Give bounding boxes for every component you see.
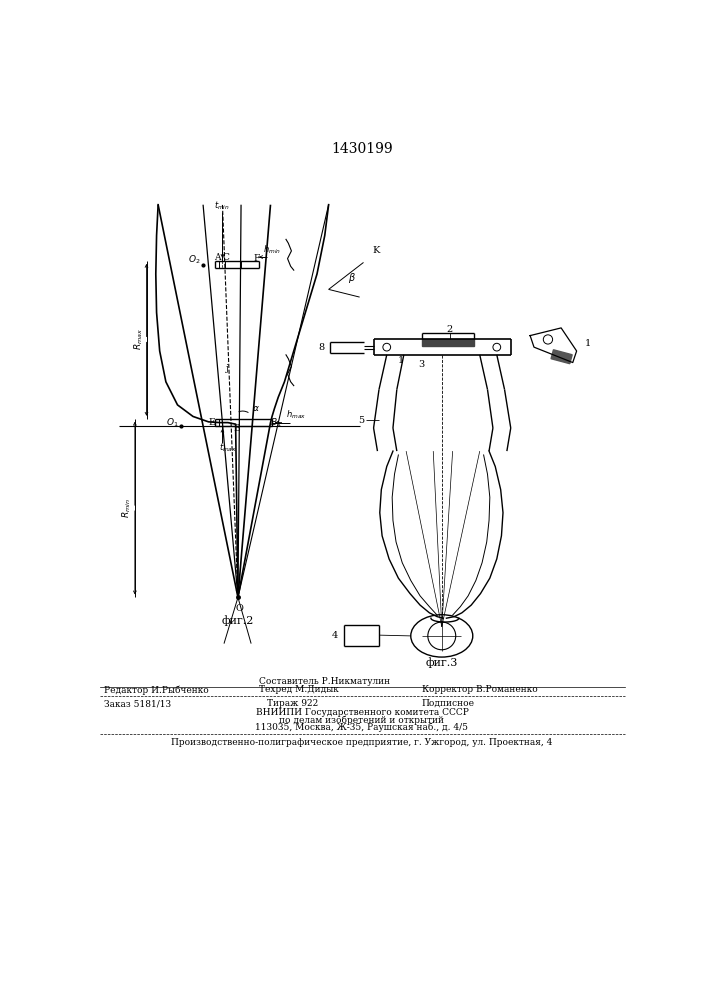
Text: 1430199: 1430199 bbox=[331, 142, 393, 156]
Text: O: O bbox=[235, 604, 243, 613]
Text: $t_{max}$: $t_{max}$ bbox=[218, 441, 237, 454]
Text: Корректор В.Романенко: Корректор В.Романенко bbox=[421, 685, 537, 694]
Text: A: A bbox=[214, 253, 221, 262]
Text: 4: 4 bbox=[332, 631, 338, 640]
Text: фиг.2: фиг.2 bbox=[222, 615, 254, 626]
Text: E: E bbox=[208, 418, 215, 427]
Text: $B_1$: $B_1$ bbox=[271, 416, 282, 429]
Text: Техред М.Дидык: Техред М.Дидык bbox=[259, 685, 339, 694]
Text: $R_{min}$: $R_{min}$ bbox=[121, 498, 134, 518]
Text: j: j bbox=[226, 364, 228, 373]
Text: $O_2$: $O_2$ bbox=[188, 254, 201, 266]
Bar bbox=[88, 678, 636, 890]
Text: F: F bbox=[253, 254, 260, 263]
Text: $O_1$: $O_1$ bbox=[166, 416, 179, 429]
Text: Подписное: Подписное bbox=[421, 699, 474, 708]
Text: Редактор И.Рыбченко: Редактор И.Рыбченко bbox=[104, 685, 209, 695]
Text: 5: 5 bbox=[358, 416, 364, 425]
Text: Составитель Р.Никматулин: Составитель Р.Никматулин bbox=[104, 690, 226, 698]
Text: K: K bbox=[373, 246, 380, 255]
Text: 8: 8 bbox=[319, 343, 325, 352]
Text: Редактор И.Рыбченко: Редактор И.Рыбченко bbox=[104, 697, 201, 705]
Text: Производственно-полиграфическое предприятие, г. Ужгород, ул. Проектная, 4: Производственно-полиграфическое предприя… bbox=[171, 738, 553, 747]
Text: $R_{max}$: $R_{max}$ bbox=[132, 328, 145, 350]
Text: Тираж 922: Тираж 922 bbox=[267, 699, 318, 708]
Text: 113035, Москва, Ж-35, Раушская наб., д. 4/5: 113035, Москва, Ж-35, Раушская наб., д. … bbox=[255, 723, 469, 732]
Text: B: B bbox=[234, 424, 240, 433]
Bar bbox=[551, 350, 572, 364]
Text: $\alpha$: $\alpha$ bbox=[252, 404, 259, 413]
Text: 3: 3 bbox=[419, 360, 425, 369]
Text: 1: 1 bbox=[585, 339, 590, 348]
Text: Заказ 5181/13: Заказ 5181/13 bbox=[104, 699, 171, 708]
Bar bbox=[421, 339, 474, 346]
Text: 2: 2 bbox=[446, 325, 452, 334]
Text: C: C bbox=[222, 253, 229, 262]
Text: 1: 1 bbox=[397, 356, 404, 365]
Text: фиг.3: фиг.3 bbox=[426, 657, 458, 668]
Text: Составитель Р.Никматулин: Составитель Р.Никматулин bbox=[259, 677, 390, 686]
Text: по делам изобретений и открытий: по делам изобретений и открытий bbox=[279, 715, 445, 725]
Text: Техред М.Дидык: Техред М.Дидык bbox=[104, 697, 178, 705]
Text: $t_{min}$: $t_{min}$ bbox=[214, 200, 230, 212]
Text: ВНИИПИ Государственного комитета СССР: ВНИИПИ Государственного комитета СССР bbox=[255, 708, 469, 717]
Text: $\beta$: $\beta$ bbox=[348, 271, 356, 285]
Text: $h_{max}$: $h_{max}$ bbox=[286, 409, 306, 421]
Text: $h_{min}$: $h_{min}$ bbox=[263, 243, 281, 256]
